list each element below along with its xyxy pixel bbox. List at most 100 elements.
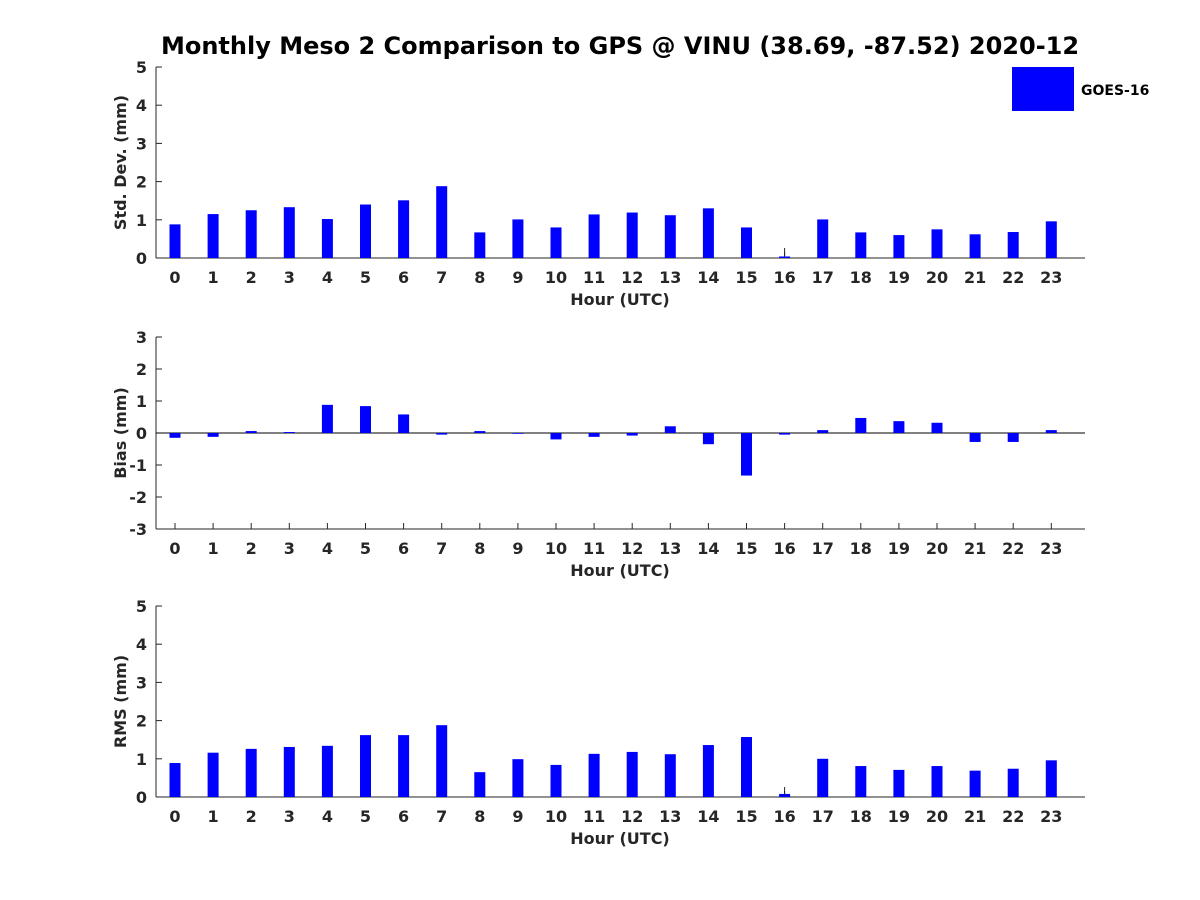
x-tick-label: 16	[773, 807, 795, 826]
bar-hour-23	[1045, 221, 1057, 258]
bar-hour-21	[969, 433, 981, 442]
bar-hour-1	[207, 214, 219, 258]
bar-hour-12	[626, 212, 638, 258]
x-tick-label: 19	[888, 268, 910, 287]
x-tick-label: 22	[1002, 539, 1024, 558]
bar-hour-1	[207, 752, 219, 797]
bar-hour-9	[512, 433, 524, 434]
x-axis-label: Hour (UTC)	[570, 290, 670, 309]
bar-hour-7	[436, 725, 448, 797]
x-tick-label: 1	[208, 807, 219, 826]
y-tick-label: 5	[136, 597, 147, 616]
y-tick-label: 3	[136, 328, 147, 347]
legend: GOES-16	[1012, 67, 1149, 111]
x-tick-label: 11	[583, 539, 605, 558]
bar-hour-7	[436, 186, 448, 258]
x-tick-label: 8	[474, 268, 485, 287]
bar-hour-6	[398, 735, 410, 797]
x-tick-label: 17	[812, 268, 834, 287]
bar-hour-11	[588, 214, 600, 258]
x-tick-label: 22	[1002, 807, 1024, 826]
bar-hour-23	[1045, 430, 1057, 433]
x-tick-label: 0	[169, 807, 180, 826]
x-tick-label: 10	[545, 807, 567, 826]
y-tick-label: 5	[136, 58, 147, 77]
x-tick-label: 20	[926, 539, 948, 558]
bar-hour-23	[1045, 760, 1057, 797]
bar-hour-21	[969, 234, 981, 258]
x-tick-label: 21	[964, 539, 986, 558]
x-tick-label: 19	[888, 539, 910, 558]
x-tick-label: 7	[436, 807, 447, 826]
bar-hour-19	[893, 769, 905, 797]
x-tick-label: 2	[246, 807, 257, 826]
bar-hour-2	[245, 748, 257, 797]
x-tick-label: 6	[398, 539, 409, 558]
bar-hour-18	[855, 417, 867, 433]
bar-hour-18	[855, 232, 867, 258]
x-tick-label: 23	[1040, 268, 1062, 287]
x-tick-label: 9	[512, 807, 523, 826]
x-tick-label: 5	[360, 807, 371, 826]
x-tick-label: 18	[850, 539, 872, 558]
x-tick-label: 8	[474, 807, 485, 826]
bar-hour-4	[321, 404, 333, 433]
x-tick-label: 1	[208, 268, 219, 287]
x-tick-label: 7	[436, 539, 447, 558]
y-tick-label: 0	[136, 249, 147, 268]
x-tick-label: 4	[322, 807, 333, 826]
bar-hour-17	[817, 758, 829, 797]
x-tick-label: 21	[964, 807, 986, 826]
x-tick-label: 15	[735, 268, 757, 287]
bar-hour-4	[321, 219, 333, 258]
chart-title: Monthly Meso 2 Comparison to GPS @ VINU …	[161, 32, 1079, 60]
bar-hour-14	[702, 433, 714, 445]
bar-hour-10	[550, 227, 562, 258]
bar-hour-16	[779, 793, 791, 797]
x-tick-label: 20	[926, 268, 948, 287]
y-tick-label: 0	[136, 788, 147, 807]
bar-hour-2	[245, 431, 257, 433]
bar-hour-9	[512, 759, 524, 797]
bar-hour-3	[283, 746, 295, 797]
bar-hour-1	[207, 433, 219, 437]
bar-hour-3	[283, 207, 295, 258]
x-axis-label: Hour (UTC)	[570, 829, 670, 848]
x-tick-label: 18	[850, 807, 872, 826]
x-tick-label: 15	[735, 539, 757, 558]
x-tick-label: 3	[284, 268, 295, 287]
x-tick-label: 2	[246, 539, 257, 558]
x-tick-label: 13	[659, 268, 681, 287]
x-tick-label: 21	[964, 268, 986, 287]
bar-hour-17	[817, 430, 829, 433]
bar-hour-0	[169, 763, 181, 797]
x-tick-label: 16	[773, 268, 795, 287]
x-tick-label: 5	[360, 539, 371, 558]
x-tick-label: 0	[169, 268, 180, 287]
x-tick-label: 23	[1040, 807, 1062, 826]
y-tick-label: 3	[136, 673, 147, 692]
bar-hour-0	[169, 433, 181, 438]
bar-hour-12	[626, 751, 638, 797]
x-tick-label: 18	[850, 268, 872, 287]
bar-hour-8	[474, 232, 486, 258]
bar-hour-18	[855, 766, 867, 797]
x-tick-label: 14	[697, 539, 719, 558]
bar-hour-2	[245, 210, 257, 258]
y-tick-label: 4	[136, 96, 147, 115]
y-axis-label: RMS (mm)	[111, 655, 130, 748]
x-tick-label: 11	[583, 268, 605, 287]
bar-hour-16	[779, 433, 791, 435]
bar-hour-13	[664, 754, 676, 797]
bar-hour-16	[779, 256, 791, 258]
bar-hour-9	[512, 219, 524, 258]
bar-hour-10	[550, 433, 562, 440]
x-tick-label: 14	[697, 807, 719, 826]
x-tick-label: 8	[474, 539, 485, 558]
x-tick-label: 4	[322, 268, 333, 287]
bar-hour-21	[969, 770, 981, 797]
bar-hour-17	[817, 219, 829, 258]
x-tick-label: 2	[246, 268, 257, 287]
